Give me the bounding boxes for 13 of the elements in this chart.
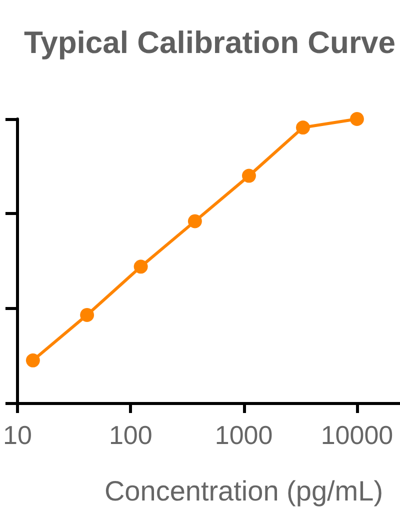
x-tick-label: 1000 — [214, 420, 273, 450]
x-tick-label: 10 — [3, 420, 32, 450]
x-axis-title: Concentration (pg/mL) — [104, 476, 384, 506]
point — [80, 308, 94, 322]
x-tick-label: 100 — [108, 420, 152, 450]
point — [350, 112, 364, 126]
point — [26, 353, 40, 368]
point — [242, 168, 256, 183]
x-tick-label: 10000 — [320, 420, 394, 450]
chart-title: Typical Calibration Curve — [24, 25, 396, 60]
point — [188, 214, 202, 228]
point — [296, 120, 310, 135]
point — [134, 260, 148, 274]
